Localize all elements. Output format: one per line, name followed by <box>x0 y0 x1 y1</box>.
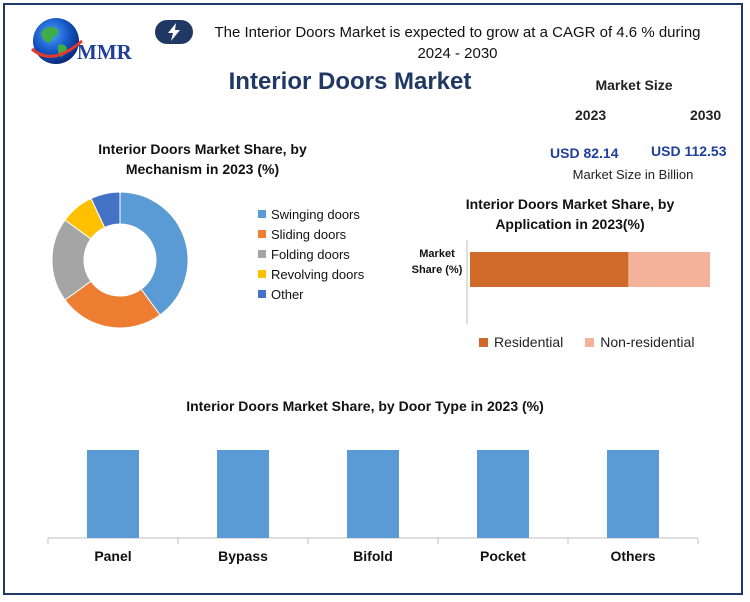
door-type-bar-others <box>607 450 659 538</box>
door-type-label-bypass: Bypass <box>218 548 268 564</box>
legend-swatch <box>258 210 266 218</box>
door-type-label-others: Others <box>610 548 655 564</box>
door-type-label-pocket: Pocket <box>480 548 526 564</box>
mechanism-legend: Swinging doors Sliding doors Folding doors… <box>258 204 364 304</box>
application-legend: Residential Non-residential <box>479 334 716 350</box>
legend-item-other: Other <box>258 284 364 304</box>
legend-item-residential: Residential <box>479 334 563 350</box>
page-title: Interior Doors Market <box>228 68 472 95</box>
globe-logo-icon <box>30 18 83 64</box>
door-type-label-bifold: Bifold <box>353 548 393 564</box>
application-chart-title: Interior Doors Market Share, by Applicat… <box>465 196 675 232</box>
legend-swatch <box>479 337 488 347</box>
legend-item-non-residential: Non-residential <box>585 334 694 350</box>
donut-slice-other <box>90 191 121 229</box>
bar-segment-non-residential <box>628 252 710 287</box>
market-size-unit-note: Market Size in Billion <box>572 167 694 182</box>
legend-item-revolving-doors: Revolving doors <box>258 264 364 284</box>
mechanism-chart-title: Interior Doors Market Share, by Mechanis… <box>98 141 307 177</box>
mechanism-donut-chart <box>51 191 189 329</box>
legend-label: Sliding doors <box>271 226 347 242</box>
door-type-label-panel: Panel <box>94 548 131 564</box>
donut-slice-swinging-doors <box>119 191 189 316</box>
legend-label: Residential <box>494 334 564 350</box>
legend-label: Swinging doors <box>271 206 360 222</box>
legend-label: Folding doors <box>271 246 350 262</box>
legend-swatch <box>585 337 595 347</box>
legend-swatch <box>258 270 266 278</box>
logo-text: MMR <box>77 40 132 64</box>
year-2023-label: 2023 <box>575 107 607 123</box>
legend-swatch <box>258 230 266 238</box>
door-type-bar-chart: Panel Bypass Bifold Pocket Others <box>47 450 699 564</box>
legend-label: Other <box>271 286 304 302</box>
door-type-chart-title: Interior Doors Market Share, by Door Typ… <box>186 398 544 414</box>
application-stacked-bar-chart <box>466 240 710 324</box>
door-type-bar-pocket <box>477 450 529 538</box>
value-2023: USD 82.14 <box>550 145 619 161</box>
year-2030-label: 2030 <box>690 107 722 123</box>
legend-label: Revolving doors <box>271 266 365 282</box>
legend-item-folding-doors: Folding doors <box>258 244 364 264</box>
infographic-frame <box>3 3 743 595</box>
legend-item-swinging-doors: Swinging doors <box>258 204 364 224</box>
door-type-bar-bypass <box>217 450 269 538</box>
value-2030: USD 112.53 <box>651 143 727 159</box>
market-size-title: Market Size <box>595 77 673 93</box>
legend-swatch <box>258 290 266 298</box>
bar-segment-residential <box>470 252 629 287</box>
cagr-headline: The Interior Doors Market is expected to… <box>214 24 701 62</box>
application-y-axis-label: Market Share (%) <box>411 248 463 276</box>
legend-item-sliding-doors: Sliding doors <box>258 224 364 244</box>
legend-label: Non-residential <box>600 334 695 350</box>
lightning-bolt-icon <box>155 20 193 44</box>
door-type-bar-bifold <box>347 450 399 538</box>
door-type-bar-panel <box>87 450 139 538</box>
legend-swatch <box>258 250 266 258</box>
